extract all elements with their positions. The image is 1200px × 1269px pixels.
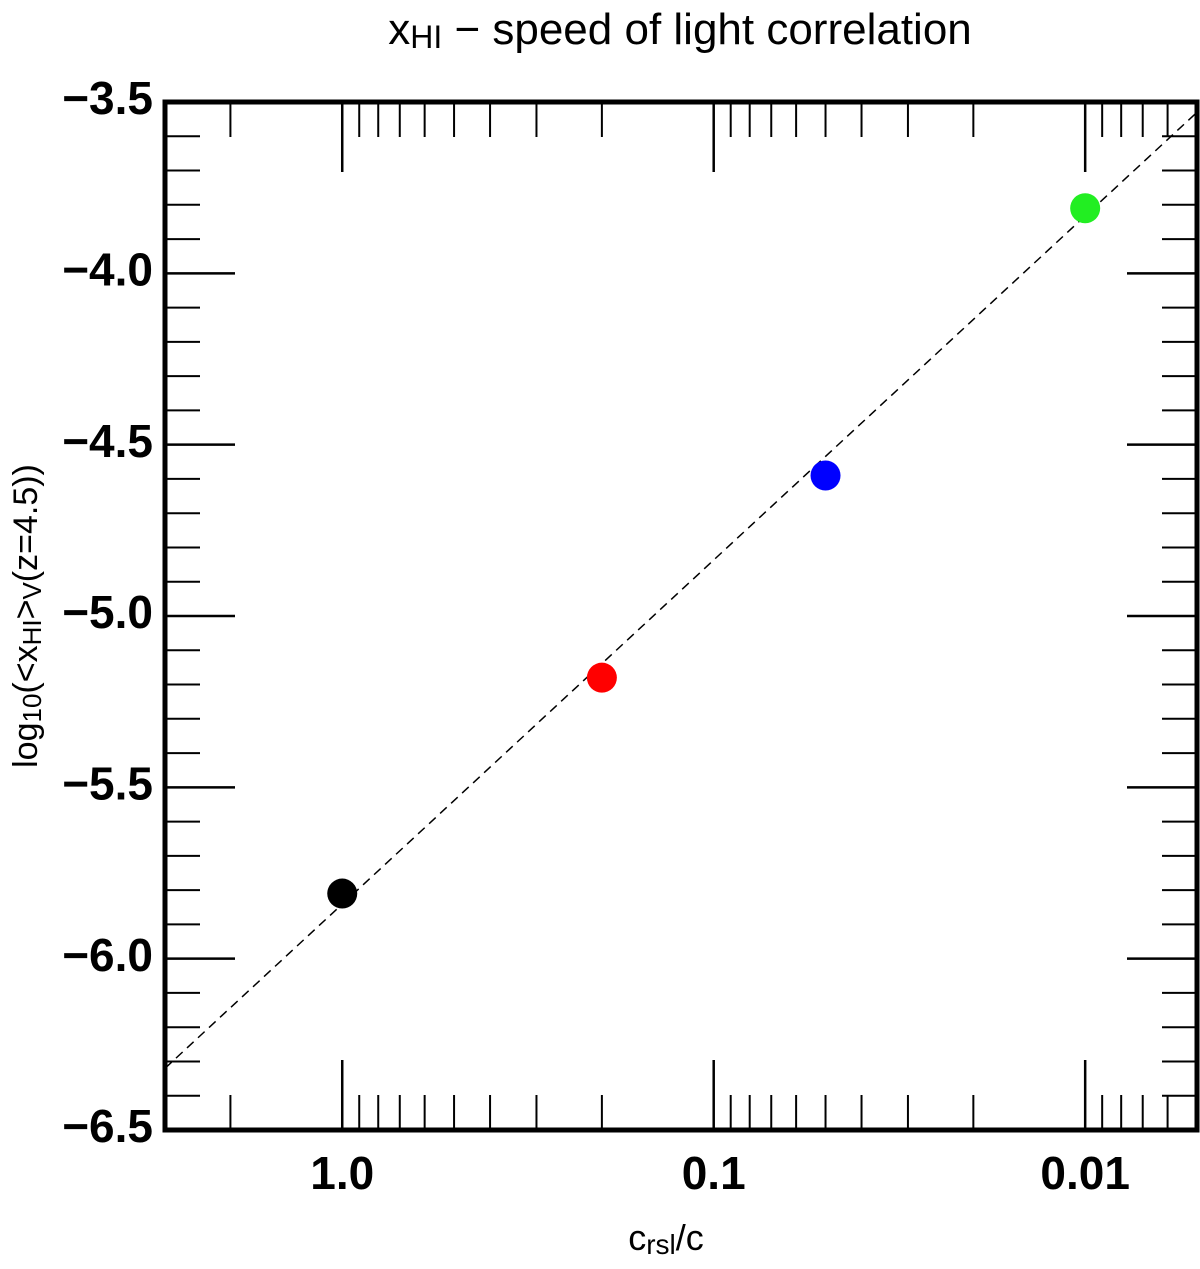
x-tick-label: 1.0 (310, 1147, 374, 1199)
y-axis-label: log10(<xHI>V(z=4.5)) (7, 464, 47, 768)
y-tick-label: −3.5 (62, 72, 153, 124)
subscript: HI (410, 19, 442, 55)
point (810, 460, 841, 491)
subscript: rsl (646, 1229, 676, 1260)
y-tick-label: −6.0 (62, 929, 153, 981)
label-part: log (7, 723, 45, 768)
subscript: V (17, 582, 47, 600)
x-axis-label: crsl/c (628, 1217, 704, 1261)
label-part: (z=4.5)) (7, 464, 45, 582)
point (586, 662, 617, 693)
subscript: 10 (17, 694, 47, 723)
point (327, 878, 358, 909)
label-part: − speed of light correlation (442, 5, 972, 54)
x-tick-label: 0.01 (1040, 1147, 1130, 1199)
label-part: > (7, 600, 45, 620)
label-part: x (388, 5, 410, 54)
y-tick-label: −5.5 (62, 757, 153, 809)
subscript: HI (17, 619, 47, 645)
chart-title: xHI − speed of light correlation (388, 5, 972, 56)
plot-frame (162, 99, 1200, 1133)
label-part: c (628, 1217, 646, 1258)
y-tick-label: −4.0 (62, 243, 153, 295)
fit-line (164, 111, 1198, 1069)
x-tick-label: 0.1 (682, 1147, 746, 1199)
y-tick-label: −4.5 (62, 415, 153, 467)
label-part: /c (676, 1217, 704, 1258)
point (1070, 193, 1101, 224)
label-part: (<x (7, 645, 45, 693)
y-tick-label: −5.0 (62, 586, 153, 638)
y-tick-label: −6.5 (62, 1100, 153, 1152)
